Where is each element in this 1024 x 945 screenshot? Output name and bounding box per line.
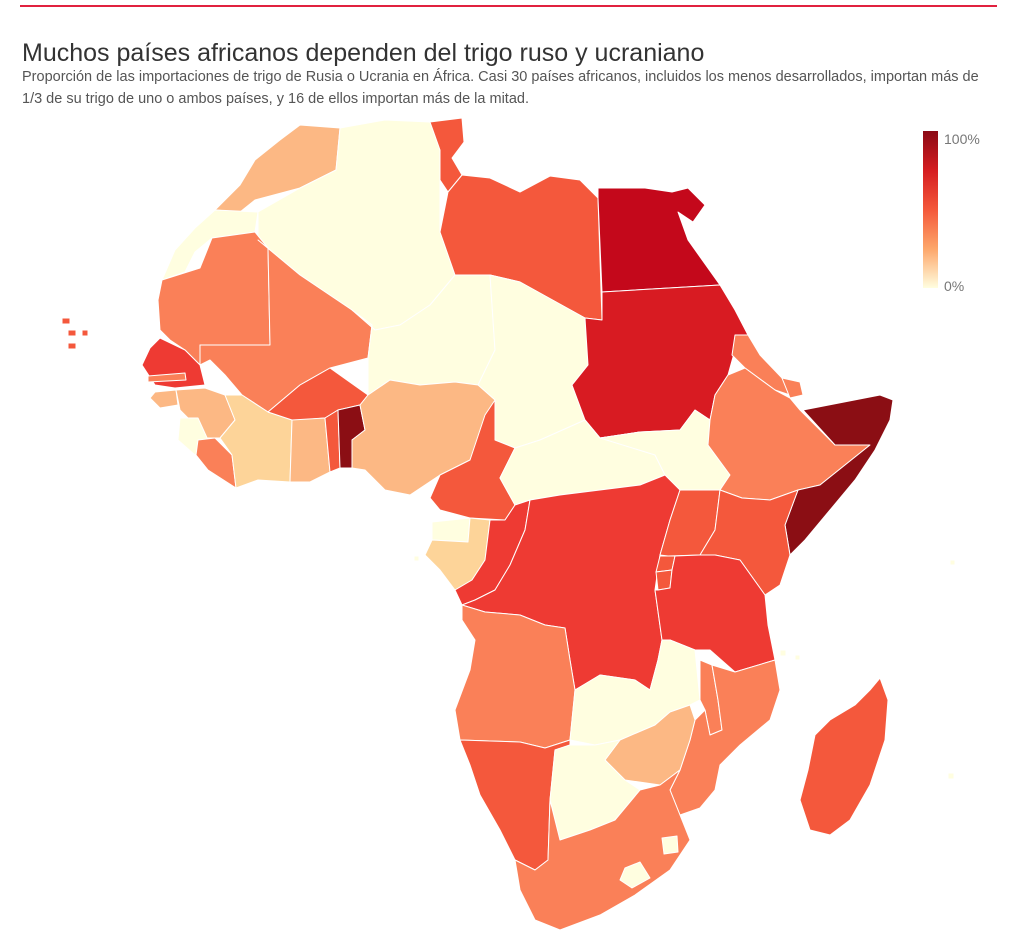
legend-min-label: 0% (944, 278, 965, 294)
legend-max-label: 100% (944, 131, 980, 147)
country-mauritius (947, 772, 955, 780)
country-burundi (655, 569, 673, 591)
map-subtitle: Proporción de las importaciones de trigo… (22, 69, 979, 107)
country-ghana (289, 417, 331, 483)
country-ivory-coast (219, 394, 293, 489)
country-south-africa (514, 769, 691, 931)
country-djibouti (781, 377, 804, 399)
country-western-sahara (161, 209, 259, 281)
country-gambia (147, 372, 187, 383)
top-accent-line (20, 5, 997, 7)
country-seychelles (949, 559, 956, 566)
country-cape-verde (61, 317, 89, 350)
country-eswatini (661, 835, 679, 855)
country-comoros (779, 649, 801, 661)
country-madagascar (799, 677, 889, 836)
country-egypt (597, 187, 721, 293)
country-somalia (784, 394, 894, 556)
map-title: Muchos países africanos dependen del tri… (22, 38, 705, 67)
country-tanzania (654, 554, 776, 673)
country-sao-tome-and-principe (413, 555, 420, 562)
country-equatorial-guinea (431, 517, 471, 543)
country-lesotho (619, 861, 651, 889)
legend-color-scale (923, 131, 938, 288)
country-guinea-bissau (149, 389, 179, 409)
country-angola (454, 604, 576, 749)
